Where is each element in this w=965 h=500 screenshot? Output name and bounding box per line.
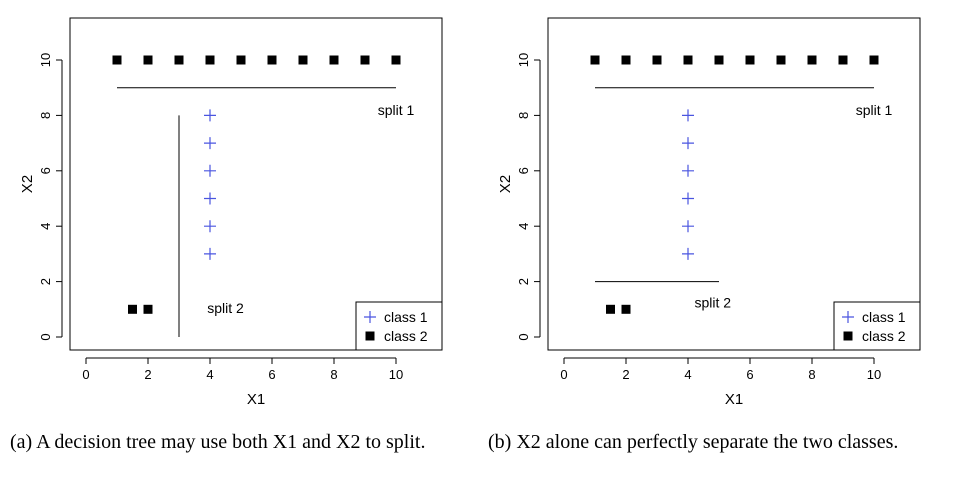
panel-b-point-class-1: [682, 164, 694, 177]
panel-a-plot-frame: [69, 17, 443, 351]
panel-b-point-class-1: [682, 109, 694, 122]
panel-b-legend-box: [833, 301, 921, 351]
panel-b-x-axis-title: X1: [725, 391, 743, 408]
panel-b-legend-label: class 1: [862, 309, 906, 325]
panel-a-point-class-2: [112, 55, 122, 65]
panel-b-plot-frame: [547, 17, 921, 351]
panel-b-point-class-2: [807, 55, 817, 65]
panel-b-x-tick-label: 6: [746, 367, 753, 382]
panel-b-point-class-1: [682, 220, 694, 233]
panel-a-split-1-label: split 1: [378, 102, 415, 118]
panel-a-x-tick-label: 0: [82, 367, 89, 382]
panel-b-x-tick-label: 8: [808, 367, 815, 382]
panel-b-point-class-2: [714, 55, 724, 65]
panel-a-y-axis-title: X2: [19, 175, 36, 193]
panel-b-x-tick-label: 0: [560, 367, 567, 382]
panel-a-legend-label: class 2: [384, 328, 428, 344]
panel-b-point-class-2: [869, 55, 879, 65]
panel-a-legend-plus-icon: [364, 311, 376, 323]
panel-a-x-tick-label: 4: [206, 367, 213, 382]
panel-b-legend-plus-icon: [842, 311, 854, 323]
panel-a-point-class-1: [204, 109, 216, 122]
panel-a-x-axis-title: X1: [247, 391, 265, 408]
panel-b-point-class-2: [621, 304, 631, 314]
panel-a-y-tick-label: 4: [38, 223, 53, 230]
panel-a-point-class-1: [204, 164, 216, 177]
panel-a-point-class-2: [236, 55, 246, 65]
panel-b-y-tick-label: 8: [516, 112, 531, 119]
panel-b-legend-square-icon: [843, 331, 853, 341]
panel-a-point-class-2: [143, 55, 153, 65]
panel-b-point-class-2: [745, 55, 755, 65]
panel-a-y-tick-label: 8: [38, 112, 53, 119]
panel-a-point-class-1: [204, 220, 216, 233]
panel-b-point-class-1: [682, 247, 694, 260]
panel-a-point-class-2: [143, 304, 153, 314]
panel-b-split-2-label: split 2: [695, 294, 732, 310]
panel-b-point-class-2: [652, 55, 662, 65]
panel-a-legend-square-icon: [365, 331, 375, 341]
panel-a-x-tick-label: 8: [330, 367, 337, 382]
panel-a-x-tick-label: 2: [144, 367, 151, 382]
panel-a-point-class-2: [128, 304, 137, 314]
panel-a-point-class-2: [329, 55, 339, 65]
panel-b-legend: class 1 class 2: [833, 301, 921, 351]
panel-a-y-tick-label: 6: [38, 167, 53, 174]
panel-b-y-tick-label: 6: [516, 167, 531, 174]
panel-b-x-tick-label: 10: [867, 367, 881, 382]
panel-a-point-class-1: [204, 192, 216, 205]
panel-a-point-class-2: [298, 55, 308, 65]
panel-b-point-class-2: [776, 55, 786, 65]
panel-a-point-class-2: [174, 55, 184, 65]
panel-a-split-2-label: split 2: [207, 300, 244, 316]
caption-b: (b) X2 alone can perfectly separate the …: [488, 431, 899, 453]
panel-a-legend-box: [355, 301, 443, 351]
panel-b-split-1-label: split 1: [856, 102, 893, 118]
panel-a-y-tick-label: 0: [38, 333, 53, 340]
panel-b-x-tick-label: 4: [684, 367, 691, 382]
panel-b-legend-label: class 2: [862, 328, 906, 344]
panel-a-point-class-1: [204, 137, 216, 150]
panel-b-y-tick-label: 2: [516, 278, 531, 285]
panel-b-point-class-2: [606, 304, 615, 314]
panel-a-point-class-2: [391, 55, 401, 65]
panel-a-point-class-2: [205, 55, 215, 65]
panel-a-point-class-1: [204, 247, 216, 260]
panel-b-y-tick-label: 10: [516, 53, 531, 67]
panel-b-point-class-1: [682, 192, 694, 205]
panel-b-y-axis-title: X2: [497, 175, 514, 193]
panel-a-y-tick-label: 2: [38, 278, 53, 285]
panel-b-y-tick-label: 0: [516, 333, 531, 340]
panel-a-point-class-2: [267, 55, 277, 65]
panel-a-y-tick-label: 10: [38, 53, 53, 67]
panel-b-point-class-1: [682, 137, 694, 150]
panel-a-x-tick-label: 10: [389, 367, 403, 382]
caption-a: (a) A decision tree may use both X1 and …: [10, 431, 426, 453]
panel-b-x-tick-label: 2: [622, 367, 629, 382]
panel-a-point-class-2: [360, 55, 370, 65]
panel-b-point-class-2: [838, 55, 848, 65]
panel-b-point-class-2: [683, 55, 693, 65]
panel-b-y-tick-label: 4: [516, 223, 531, 230]
panel-b-point-class-2: [590, 55, 600, 65]
panel-b-point-class-2: [621, 55, 631, 65]
panel-a-legend-label: class 1: [384, 309, 428, 325]
panel-a-legend: class 1 class 2: [355, 301, 443, 351]
panel-a-x-tick-label: 6: [268, 367, 275, 382]
